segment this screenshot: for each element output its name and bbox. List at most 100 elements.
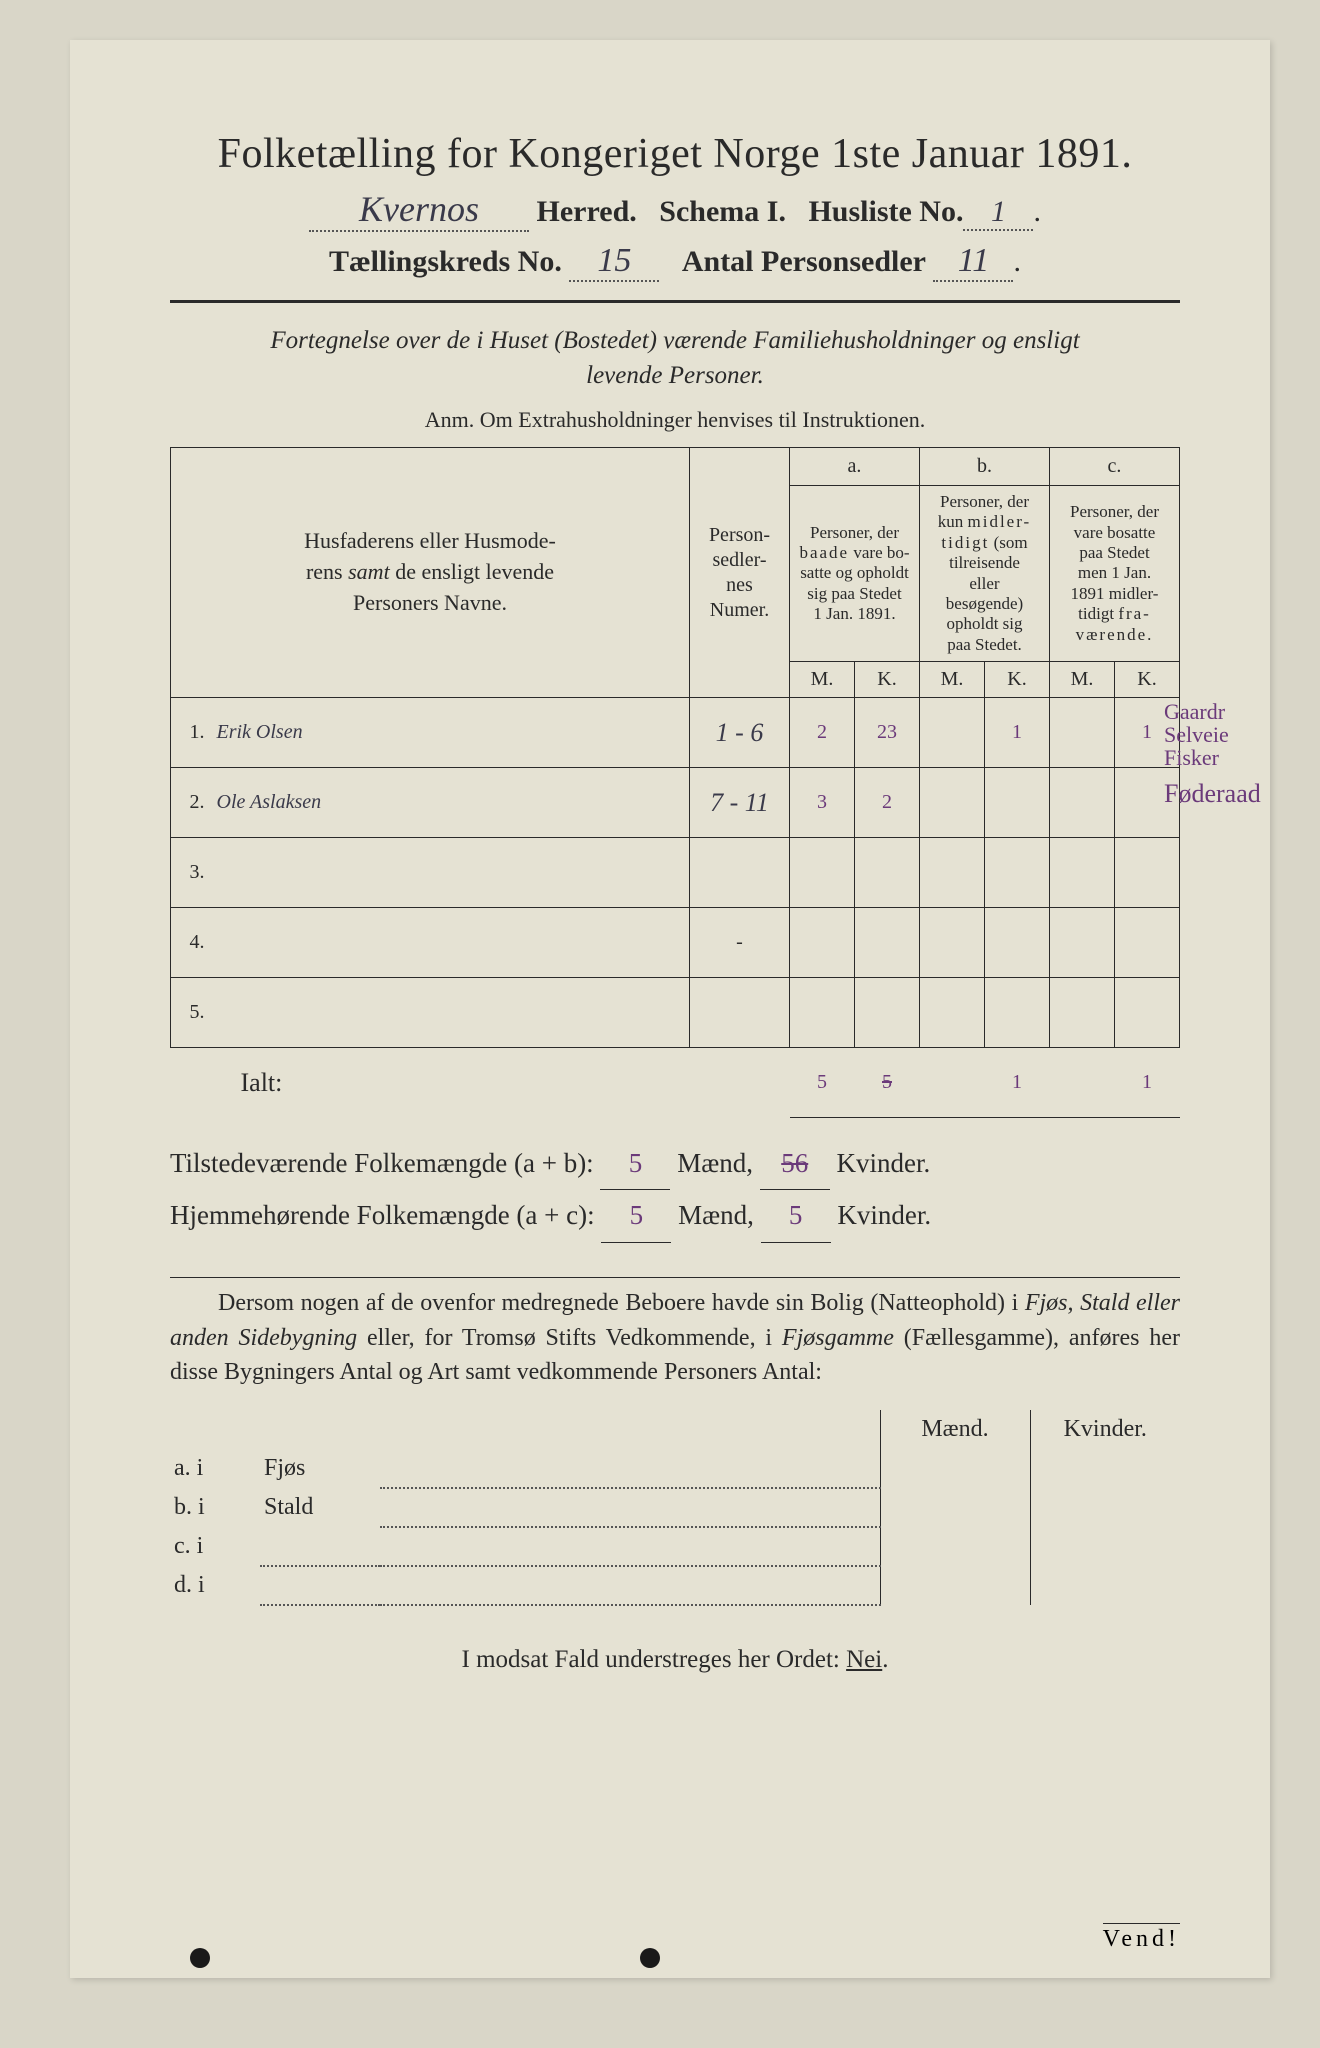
row-name <box>211 978 690 1048</box>
sub-word <box>260 1527 380 1566</box>
sub-k <box>1030 1449 1180 1488</box>
tot2-end: Kvinder. <box>837 1200 931 1230</box>
row-am <box>790 838 855 908</box>
sub-head: Mænd. Kvinder. <box>170 1410 1180 1449</box>
row-ak <box>855 908 920 978</box>
total-line-1: Tilstedeværende Folkemængde (a + b): 5 M… <box>170 1138 1180 1190</box>
divider-2 <box>170 1277 1180 1278</box>
punch-hole-icon <box>640 1948 660 1968</box>
row-name: Ole Aslaksen <box>211 768 690 838</box>
col-b-desc: Personer, derkun midler-tidigt (somtilre… <box>920 486 1050 662</box>
tot2-m: 5 <box>601 1190 671 1242</box>
row-am <box>790 978 855 1048</box>
sub-lbl: d. i <box>170 1566 260 1605</box>
ialt-cm <box>1050 1048 1115 1118</box>
sub-dots <box>380 1449 880 1488</box>
ialt-row: Ialt: 5 5 1 1 <box>171 1048 1180 1118</box>
row-ck <box>1115 838 1180 908</box>
row-am <box>790 908 855 978</box>
sub-m <box>880 1527 1030 1566</box>
col-c-m: M. <box>1050 662 1115 698</box>
row-name: Erik Olsen <box>211 698 690 768</box>
totals-block: Tilstedeværende Folkemængde (a + b): 5 M… <box>170 1138 1180 1243</box>
row-ck <box>1115 978 1180 1048</box>
row-bm <box>920 698 985 768</box>
blank <box>171 1048 211 1118</box>
table-row: 2. Ole Aslaksen 7 - 11 3 2 <box>171 768 1180 838</box>
row-ck <box>1115 908 1180 978</box>
header-line-2: Kvernos Herred. Schema I. Husliste No.1. <box>170 188 1180 232</box>
sub-m <box>880 1488 1030 1527</box>
row-cm <box>1050 698 1115 768</box>
table-row: 4. - <box>171 908 1180 978</box>
row-cm <box>1050 838 1115 908</box>
row-bm <box>920 838 985 908</box>
blank <box>380 1410 880 1449</box>
sub-table: Mænd. Kvinder. a. i Fjøs b. i Stald c. i… <box>170 1410 1180 1606</box>
sub-m <box>880 1449 1030 1488</box>
col-numer: Person- sedler- nes Numer. <box>690 448 790 698</box>
sub-row: d. i <box>170 1566 1180 1605</box>
row-numer: 1 - 6 <box>690 698 790 768</box>
sub-k <box>1030 1527 1180 1566</box>
col-a-desc: Personer, derbaade vare bo-satte og opho… <box>790 486 920 662</box>
page-title: Folketælling for Kongeriget Norge 1ste J… <box>170 130 1180 178</box>
sub-m <box>880 1566 1030 1605</box>
husliste-label: Husliste No. <box>808 195 963 228</box>
schema-label: Schema I. <box>659 195 786 228</box>
row-am: 3 <box>790 768 855 838</box>
header-line-3: Tællingskreds No. 15 Antal Personsedler … <box>170 242 1180 282</box>
sub-lbl: c. i <box>170 1527 260 1566</box>
col-b-m: M. <box>920 662 985 698</box>
col-b-head: b. <box>920 448 1050 486</box>
blank <box>690 1048 790 1118</box>
col-c-head: c. <box>1050 448 1180 486</box>
row-numer <box>690 978 790 1048</box>
row-name <box>211 908 690 978</box>
margin-note-2: Føderaad <box>1164 780 1274 807</box>
sub-row: a. i Fjøs <box>170 1449 1180 1488</box>
subheader-text2: levende Personer. <box>586 362 764 389</box>
row-ak: 2 <box>855 768 920 838</box>
ialt-am: 5 <box>790 1048 855 1118</box>
margin-note-1: Gaardr Selveie Fisker <box>1164 700 1274 769</box>
tot2-mid: Mænd, <box>678 1200 761 1230</box>
row-num: 4. <box>171 908 211 978</box>
sub-row: c. i <box>170 1527 1180 1566</box>
sub-row: b. i Stald <box>170 1488 1180 1527</box>
sub-word: Fjøs <box>260 1449 380 1488</box>
col-b-k: K. <box>985 662 1050 698</box>
sub-k <box>1030 1488 1180 1527</box>
row-ak <box>855 978 920 1048</box>
ialt-label: Ialt: <box>211 1048 690 1118</box>
tot1-mid: Mænd, <box>677 1148 760 1178</box>
herred-value: Kvernos <box>309 188 529 232</box>
sub-dots <box>380 1488 880 1527</box>
footer-word: Nei <box>846 1646 882 1673</box>
row-bk: 1 <box>985 698 1050 768</box>
sub-k <box>1030 1566 1180 1605</box>
col-c-desc: Personer, dervare bosattepaa Stedetmen 1… <box>1050 486 1180 662</box>
census-table: Husfaderens eller Husmode-rens samt de e… <box>170 447 1180 1118</box>
sub-lbl: a. i <box>170 1449 260 1488</box>
sub-head-m: Mænd. <box>880 1410 1030 1449</box>
row-ak <box>855 838 920 908</box>
numer-2: sedler- <box>712 549 766 571</box>
tot1-end: Kvinder. <box>836 1148 930 1178</box>
row-num: 2. <box>171 768 211 838</box>
divider <box>170 300 1180 303</box>
row-am: 2 <box>790 698 855 768</box>
punch-hole-icon <box>190 1948 210 1968</box>
ialt-ck: 1 <box>1115 1048 1180 1118</box>
kreds-value: 15 <box>569 242 659 282</box>
row-bm <box>920 978 985 1048</box>
numer-4: Numer. <box>710 599 769 621</box>
sub-dots <box>380 1527 880 1566</box>
footer-pre: I modsat Fald understreges her Ordet: <box>462 1646 847 1673</box>
sub-dots <box>380 1566 880 1605</box>
row-num: 3. <box>171 838 211 908</box>
vend-label: Vend! <box>1103 1923 1180 1953</box>
sub-lbl: b. i <box>170 1488 260 1527</box>
row-numer: 7 - 11 <box>690 768 790 838</box>
row-name <box>211 838 690 908</box>
